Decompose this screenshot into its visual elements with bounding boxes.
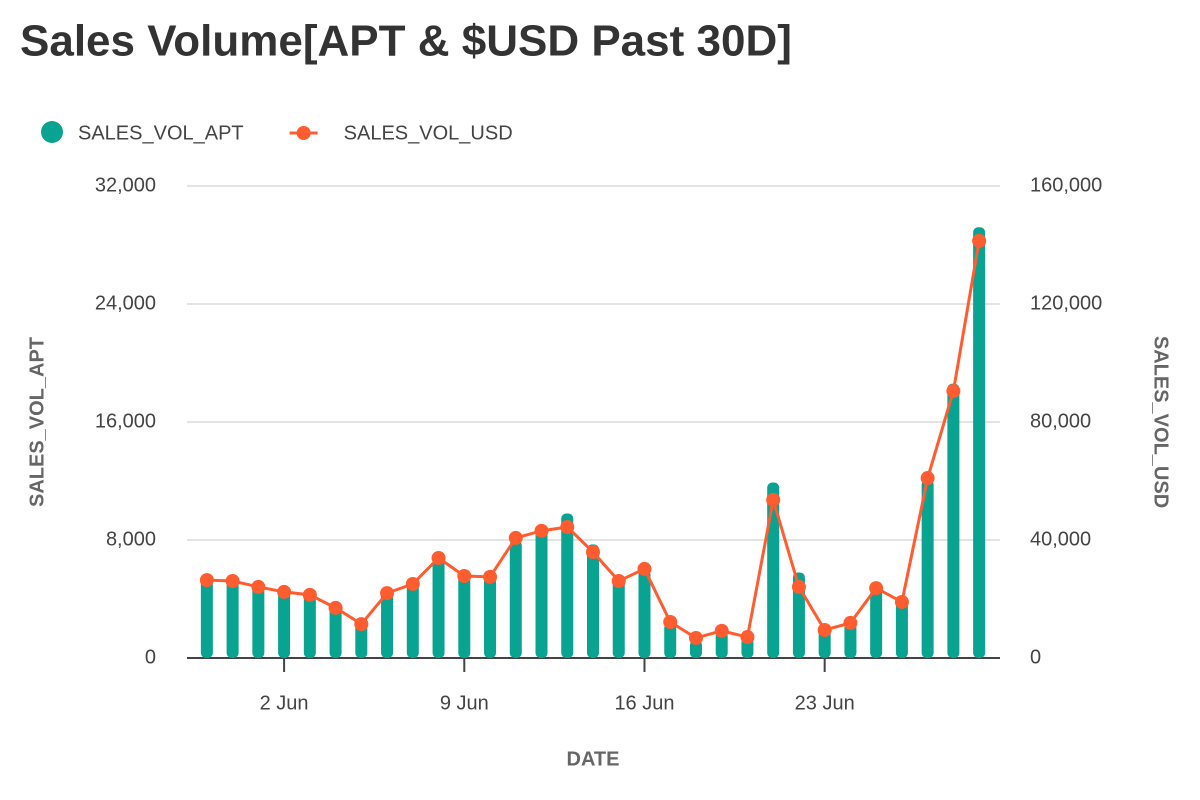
point (586, 545, 600, 560)
bar (406, 582, 419, 658)
y2-tick-label: 80,000 (1030, 410, 1091, 432)
x-tick-label: 16 Jun (614, 692, 674, 714)
x-tick-label: 2 Jun (260, 692, 309, 714)
y-axis-title: SALES_VOL_APT (26, 337, 48, 507)
bar (200, 578, 213, 658)
bar (638, 569, 651, 658)
point (766, 492, 781, 507)
bar (587, 544, 599, 658)
y2-tick-label: 0 (1030, 646, 1041, 668)
point (199, 573, 214, 588)
point (508, 530, 523, 545)
point (611, 574, 626, 589)
bar (973, 227, 986, 659)
point (405, 576, 420, 591)
bar (895, 600, 908, 658)
bar (303, 593, 316, 658)
point (380, 586, 395, 601)
y2-axis-title: SALES_VOL_USD (1150, 336, 1172, 508)
point (328, 600, 343, 615)
y-tick-label: 16,000 (95, 410, 156, 432)
point (302, 587, 317, 602)
bar (715, 631, 728, 658)
bar (612, 579, 625, 658)
bar (381, 591, 394, 658)
point (791, 579, 806, 594)
point (251, 579, 266, 594)
y2-tick-label: 40,000 (1030, 528, 1091, 550)
bar (689, 640, 702, 658)
bar (561, 513, 574, 658)
point (740, 630, 755, 645)
bar (458, 575, 471, 658)
point (688, 630, 703, 645)
bar (509, 540, 522, 658)
legend-swatch (41, 121, 63, 143)
point (431, 550, 446, 565)
point (817, 622, 832, 637)
y-tick-label: 32,000 (95, 174, 156, 196)
y2-tick-label: 120,000 (1030, 292, 1102, 314)
x-tick-label: 23 Jun (795, 692, 855, 714)
chart-title: Sales Volume[APT & $USD Past 30D] (20, 17, 792, 66)
bar (844, 622, 857, 658)
point (894, 594, 909, 609)
bar (484, 576, 497, 658)
point (225, 574, 240, 589)
point (457, 568, 472, 583)
x-tick-label: 9 Jun (440, 692, 489, 714)
point (869, 581, 884, 596)
point (663, 615, 678, 630)
point (354, 617, 369, 632)
point (483, 569, 498, 584)
bar (870, 588, 883, 658)
bar (921, 479, 934, 658)
point (843, 615, 858, 630)
bar (535, 529, 548, 658)
x-axis-title: DATE (567, 748, 620, 770)
y-tick-label: 8,000 (106, 528, 156, 550)
point (637, 561, 652, 576)
bar (329, 604, 342, 658)
bar (226, 578, 239, 658)
point (560, 520, 575, 535)
point (946, 384, 961, 399)
y-tick-label: 0 (145, 646, 156, 668)
bar (355, 622, 368, 658)
bar (252, 585, 265, 658)
y-tick-label: 24,000 (95, 292, 156, 314)
bar (664, 622, 677, 658)
legend-swatch (296, 126, 311, 140)
point (920, 471, 935, 486)
legend-label: SALES_VOL_USD (344, 122, 513, 144)
bar (432, 557, 445, 658)
point (714, 623, 729, 638)
bar (278, 590, 291, 658)
point (534, 523, 549, 538)
legend-label: SALES_VOL_APT (78, 122, 244, 144)
bar (947, 383, 960, 658)
point (277, 584, 292, 599)
bar (767, 482, 780, 658)
point (972, 233, 987, 248)
y2-tick-label: 160,000 (1030, 174, 1102, 196)
